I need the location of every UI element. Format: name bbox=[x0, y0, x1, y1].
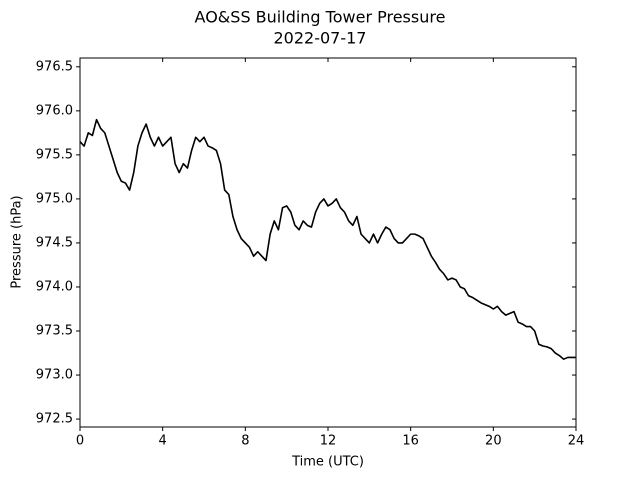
plot-frame bbox=[79, 57, 577, 428]
y-tick-label: 974.0 bbox=[36, 279, 73, 294]
x-tick-label: 20 bbox=[485, 434, 502, 449]
x-tick-label: 24 bbox=[568, 434, 585, 449]
x-tick-label: 4 bbox=[159, 434, 167, 449]
chart-subtitle: 2022-07-17 bbox=[274, 29, 367, 48]
x-tick-label: 8 bbox=[241, 434, 249, 449]
x-axis-label: Time (UTC) bbox=[291, 455, 364, 470]
x-tick-label: 12 bbox=[320, 434, 337, 449]
pressure-line bbox=[79, 118, 576, 360]
y-axis-label: Pressure (hPa) bbox=[10, 195, 25, 288]
x-tick-label: 16 bbox=[402, 434, 419, 449]
y-tick-label: 976.0 bbox=[36, 103, 73, 118]
y-tick-label: 976.5 bbox=[36, 59, 73, 74]
y-tick-label: 975.0 bbox=[36, 191, 73, 206]
chart-title: AO&SS Building Tower Pressure bbox=[195, 8, 446, 27]
y-tick-label: 975.5 bbox=[36, 147, 73, 162]
x-tick-label: 0 bbox=[76, 434, 84, 449]
y-tick-label: 973.5 bbox=[36, 324, 73, 339]
y-tick-label: 973.0 bbox=[36, 368, 73, 383]
y-tick-label: 972.5 bbox=[36, 412, 73, 427]
y-tick-label: 974.5 bbox=[36, 235, 73, 250]
